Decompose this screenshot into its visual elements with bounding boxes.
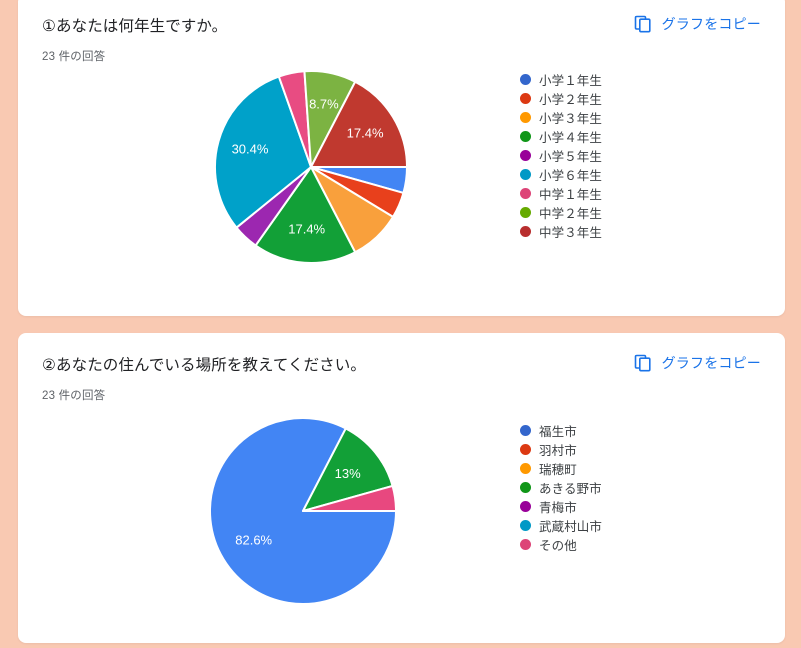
pie-slice-label: 13% bbox=[335, 466, 361, 481]
legend-item[interactable]: 中学１年生 bbox=[520, 184, 602, 203]
copy-chart-button-2[interactable]: グラフをコピー bbox=[627, 349, 767, 377]
legend-item[interactable]: 小学１年生 bbox=[520, 70, 602, 89]
legend-item-label: 中学１年生 bbox=[539, 187, 603, 202]
pie-chart-1[interactable]: 17.4% 30.4% 8.7% 17.4% bbox=[193, 66, 433, 266]
legend-item-label: 羽村市 bbox=[539, 443, 577, 458]
legend-item-label: 武蔵村山市 bbox=[539, 519, 603, 534]
question-2-response-count: 23 件の回答 bbox=[42, 389, 106, 402]
legend-item-label: 福生市 bbox=[539, 424, 577, 439]
legend-item[interactable]: 瑞穂町 bbox=[520, 459, 602, 478]
legend-item-label: 小学２年生 bbox=[539, 92, 603, 107]
pie-slice-label: 30.4% bbox=[232, 141, 269, 156]
legend-color-swatch bbox=[520, 73, 531, 85]
legend-item-label: 小学３年生 bbox=[539, 111, 603, 126]
legend-color-swatch bbox=[520, 519, 531, 531]
legend-color-swatch bbox=[520, 168, 531, 180]
legend-item[interactable]: 福生市 bbox=[520, 421, 602, 440]
pie-chart-1-area: 17.4% 30.4% 8.7% 17.4% 小学１年生小学２年生小学３年生小学４年生… bbox=[18, 64, 785, 279]
legend-color-swatch bbox=[520, 130, 531, 142]
legend-color-swatch bbox=[520, 443, 531, 455]
pie-slice[interactable] bbox=[302, 427, 394, 512]
legend-item-label: あきる野市 bbox=[539, 481, 602, 496]
legend-color-swatch bbox=[520, 187, 531, 199]
legend-item-label: 中学２年生 bbox=[539, 206, 603, 221]
pie-slice[interactable] bbox=[214, 75, 312, 229]
legend-color-swatch bbox=[520, 500, 531, 512]
question-1-response-count: 23 件の回答 bbox=[42, 50, 106, 63]
legend-item[interactable]: 青梅市 bbox=[520, 497, 602, 516]
question-card-1: ①あなたは何年生ですか。 23 件の回答 グラフをコピー 17.4% 30.4% 8… bbox=[18, 0, 785, 316]
legend-item-label: 小学５年生 bbox=[539, 149, 603, 164]
pie-slice-label: 17.4% bbox=[347, 125, 384, 140]
question-2-title: ②あなたの住んでいる場所を教えてください。 bbox=[42, 357, 366, 374]
pie-slice-label: 17.4% bbox=[288, 221, 325, 236]
legend-item[interactable]: その他 bbox=[520, 535, 602, 554]
copy-icon bbox=[633, 14, 653, 34]
legend-item[interactable]: 小学２年生 bbox=[520, 89, 602, 108]
legend-item[interactable]: 武蔵村山市 bbox=[520, 516, 602, 535]
legend-item[interactable]: 羽村市 bbox=[520, 440, 602, 459]
legend-color-swatch bbox=[520, 225, 531, 237]
legend-item[interactable]: 中学３年生 bbox=[520, 222, 602, 241]
legend-item-label: 小学４年生 bbox=[539, 130, 603, 145]
pie-chart-2[interactable]: 82.6% 13% bbox=[193, 411, 433, 611]
legend-item[interactable]: 中学２年生 bbox=[520, 203, 602, 222]
pie-slice[interactable] bbox=[254, 165, 357, 264]
legend-item-label: 小学１年生 bbox=[539, 73, 603, 88]
legend-color-swatch bbox=[520, 111, 531, 123]
question-card-2-header: ②あなたの住んでいる場所を教えてください。 23 件の回答 グラフをコピー bbox=[18, 333, 785, 403]
copy-chart-label-1: グラフをコピー bbox=[661, 16, 761, 32]
legend-color-swatch bbox=[520, 481, 531, 493]
legend-item[interactable]: 小学３年生 bbox=[520, 108, 602, 127]
legend-item[interactable]: 小学４年生 bbox=[520, 127, 602, 146]
question-1-title: ①あなたは何年生ですか。 bbox=[42, 18, 228, 35]
legend-color-swatch bbox=[520, 424, 531, 436]
copy-icon bbox=[633, 353, 653, 373]
pie-chart-1-legend: 小学１年生小学２年生小学３年生小学４年生小学５年生小学６年生中学１年生中学２年生… bbox=[520, 70, 602, 241]
legend-color-swatch bbox=[520, 149, 531, 161]
legend-color-swatch bbox=[520, 206, 531, 218]
pie-slice-label: 82.6% bbox=[235, 532, 272, 547]
legend-color-swatch bbox=[520, 538, 531, 550]
pie-chart-2-area: 82.6% 13% 福生市羽村市瑞穂町あきる野市青梅市武蔵村山市その他 bbox=[18, 403, 785, 618]
legend-color-swatch bbox=[520, 92, 531, 104]
pie-chart-2-legend: 福生市羽村市瑞穂町あきる野市青梅市武蔵村山市その他 bbox=[520, 421, 602, 554]
copy-chart-button-1[interactable]: グラフをコピー bbox=[627, 10, 767, 38]
pie-slice-label: 8.7% bbox=[309, 96, 339, 111]
legend-item[interactable]: 小学５年生 bbox=[520, 146, 602, 165]
legend-item-label: 青梅市 bbox=[539, 500, 577, 515]
legend-item[interactable]: 小学６年生 bbox=[520, 165, 602, 184]
copy-chart-label-2: グラフをコピー bbox=[661, 355, 761, 371]
question-card-1-header: ①あなたは何年生ですか。 23 件の回答 グラフをコピー bbox=[18, 0, 785, 64]
legend-item[interactable]: あきる野市 bbox=[520, 478, 602, 497]
legend-item-label: 瑞穂町 bbox=[539, 462, 577, 477]
pie-slice[interactable] bbox=[310, 80, 408, 168]
legend-item-label: その他 bbox=[539, 538, 577, 553]
pie-slice[interactable] bbox=[302, 484, 397, 512]
legend-color-swatch bbox=[520, 462, 531, 474]
question-card-2: ②あなたの住んでいる場所を教えてください。 23 件の回答 グラフをコピー 82… bbox=[18, 333, 785, 643]
legend-item-label: 中学３年生 bbox=[539, 225, 603, 240]
legend-item-label: 小学６年生 bbox=[539, 168, 603, 183]
